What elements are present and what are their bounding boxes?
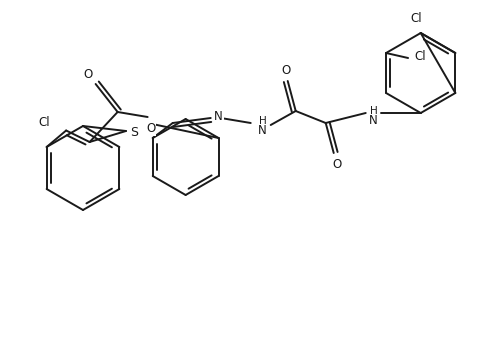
Text: Cl: Cl (414, 50, 426, 63)
Text: N: N (258, 125, 267, 138)
Text: O: O (83, 68, 92, 81)
Text: N: N (370, 115, 378, 128)
Text: O: O (281, 63, 290, 76)
Text: S: S (130, 127, 138, 140)
Text: O: O (146, 122, 156, 135)
Text: H: H (259, 116, 266, 126)
Text: N: N (214, 109, 223, 122)
Text: Cl: Cl (410, 12, 422, 25)
Text: Cl: Cl (38, 116, 50, 129)
Text: O: O (332, 157, 342, 170)
Text: H: H (370, 106, 378, 116)
